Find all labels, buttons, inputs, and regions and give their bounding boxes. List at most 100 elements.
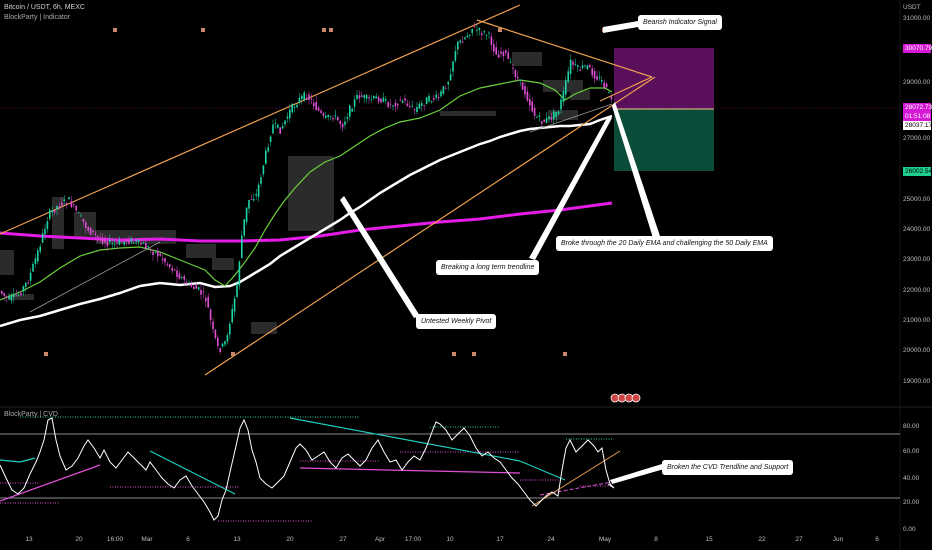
trendlines[interactable] xyxy=(0,4,656,376)
candle-body xyxy=(363,95,365,98)
candle-body xyxy=(315,101,317,110)
event-icons[interactable] xyxy=(610,393,641,403)
candle-body xyxy=(305,98,308,100)
candle-body xyxy=(253,199,255,201)
candle-body xyxy=(233,298,236,312)
candle-body xyxy=(373,95,375,99)
candle-body xyxy=(58,206,61,208)
candle-body xyxy=(190,284,193,287)
stop-price-tag: 30070.79 xyxy=(903,44,932,53)
candle-body xyxy=(526,91,529,101)
candle-body xyxy=(591,68,593,76)
candle-body xyxy=(286,116,289,119)
candle-body xyxy=(327,114,329,117)
candle-body xyxy=(469,34,471,36)
candle-body xyxy=(325,115,327,118)
candle-body xyxy=(274,122,277,124)
candle-body xyxy=(598,77,601,79)
candle-body xyxy=(3,293,5,296)
candle-body xyxy=(284,120,286,125)
candle-body xyxy=(365,95,368,99)
candle-body xyxy=(121,241,123,243)
time-tick: 27 xyxy=(795,536,803,543)
time-tick: 17 xyxy=(496,536,504,543)
candle-body xyxy=(478,28,481,30)
candle-body xyxy=(353,99,356,107)
candle-body xyxy=(541,121,543,124)
callout-weekly-pivot[interactable]: Untested Weekly Pivot xyxy=(416,314,497,329)
candle-body xyxy=(236,283,238,298)
candle-body xyxy=(529,99,531,106)
candlesticks[interactable] xyxy=(1,22,613,355)
symbol-title[interactable]: Bitcoin / USDT, 6h, MEXC xyxy=(4,4,85,11)
cvd-pane[interactable] xyxy=(0,416,900,522)
candle-body xyxy=(497,54,500,58)
candle-body xyxy=(421,103,423,106)
candle-body xyxy=(99,238,101,240)
candle-body xyxy=(555,111,557,118)
candle-body xyxy=(279,127,281,134)
short-stop-zone[interactable] xyxy=(614,48,714,109)
candle-body xyxy=(166,263,169,265)
candle-body xyxy=(291,103,293,113)
candle-body xyxy=(15,295,17,297)
candle-body xyxy=(289,109,291,119)
callout-trendline-break[interactable]: Breaking a long term trendline xyxy=(436,260,540,275)
candle-body xyxy=(428,95,430,102)
callout-ema-break[interactable]: Broke through the 20 Daily EMA and chall… xyxy=(556,236,773,251)
target-price-tag: 26002.54 xyxy=(903,167,932,176)
time-tick: 8 xyxy=(654,536,658,543)
candle-body xyxy=(495,47,497,55)
indicator-title[interactable]: BlockParty | Indicator xyxy=(4,14,71,21)
candle-body xyxy=(454,51,457,61)
candle-body xyxy=(205,297,207,302)
cvd-title[interactable]: BlockParty | CVD xyxy=(4,411,58,418)
candle-body xyxy=(75,205,77,211)
candle-body xyxy=(238,261,241,286)
candle-body xyxy=(202,291,205,293)
cvd-tick: 20.00 xyxy=(903,499,920,506)
time-tick: Apr xyxy=(374,536,386,543)
candle-body xyxy=(380,98,382,103)
candle-body xyxy=(32,263,34,272)
candle-body xyxy=(61,202,63,206)
candle-body xyxy=(241,235,243,259)
callout-pointers xyxy=(340,21,664,484)
candle-body xyxy=(485,35,488,36)
short-target-zone[interactable] xyxy=(614,109,714,171)
time-tick: 6 xyxy=(186,536,190,543)
candle-body xyxy=(303,92,305,101)
cvd-tick: 80.00 xyxy=(903,423,920,430)
candle-body xyxy=(157,251,159,257)
candle-body xyxy=(425,97,428,105)
candle-body xyxy=(430,101,433,103)
time-tick: 16:00 xyxy=(106,536,124,543)
callout-bearish-signal[interactable]: Bearish Indicator Signal xyxy=(638,15,722,30)
candle-body xyxy=(293,106,296,108)
candle-body xyxy=(44,229,46,235)
candle-body xyxy=(543,119,545,122)
candle-body xyxy=(217,337,219,347)
candle-body xyxy=(116,242,118,244)
candle-body xyxy=(296,104,298,108)
candle-body xyxy=(63,199,65,201)
candle-body xyxy=(548,116,550,119)
candle-body xyxy=(423,105,425,106)
candle-body xyxy=(377,97,380,102)
candle-body xyxy=(473,26,476,28)
candle-body xyxy=(181,277,183,278)
candle-body xyxy=(92,230,94,233)
candle-body xyxy=(411,105,413,107)
callout-cvd-break[interactable]: Broken the CVD Trendline and Support xyxy=(662,460,794,475)
candle-body xyxy=(370,99,373,101)
candle-body xyxy=(245,207,248,223)
price-tick: 25000.00 xyxy=(903,196,931,203)
candle-body xyxy=(502,51,505,57)
candle-body xyxy=(87,227,89,231)
candle-body xyxy=(17,295,20,296)
price-tick: 21000.00 xyxy=(903,317,931,324)
signal-markers xyxy=(44,28,606,356)
time-tick: 10 xyxy=(446,536,454,543)
candle-body xyxy=(339,121,341,125)
